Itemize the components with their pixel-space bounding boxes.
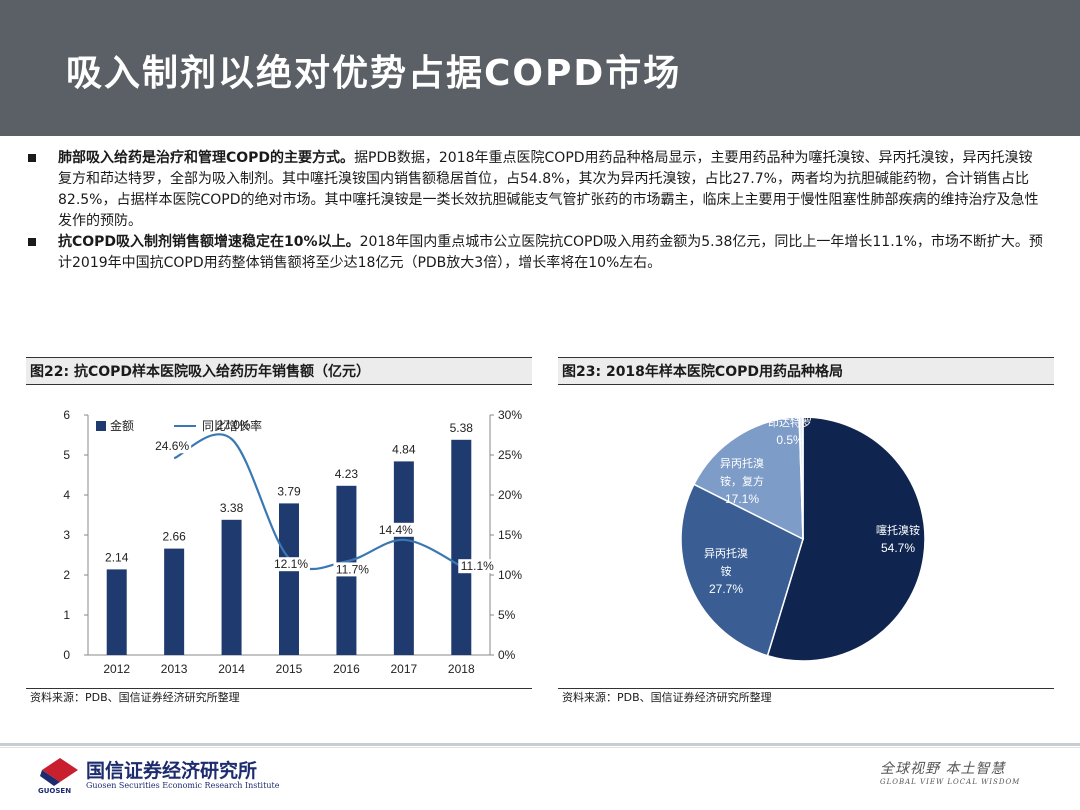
pie-slice-label: 27.7% xyxy=(709,582,743,596)
pie-slice-label: 噻托溴铵 xyxy=(876,523,920,537)
x-tick-label: 2018 xyxy=(448,662,475,676)
x-tick-label: 2014 xyxy=(218,662,245,676)
pie-slice-label: 异丙托溴 xyxy=(720,456,764,470)
left-chart-source: 资料来源：PDB、国信证券经济研究所整理 xyxy=(26,688,532,708)
pie-slice xyxy=(680,483,804,657)
slogan: 全球视野 本土智慧 xyxy=(880,761,1006,777)
x-tick-label: 2013 xyxy=(161,662,188,676)
slide-title: 吸入制剂以绝对优势占据COPD市场 xyxy=(66,53,682,94)
guosen-logo-icon xyxy=(40,758,78,786)
bullet-square-icon xyxy=(28,154,36,162)
pie-slice xyxy=(692,416,804,541)
bar-value-label: 2.14 xyxy=(105,550,129,564)
line-value-label: 14.4% xyxy=(379,523,413,537)
pie-slice-label: 铵，复方 xyxy=(720,474,764,488)
y-tick-label-left: 1 xyxy=(63,608,70,622)
org-name-en: Guosen Securities Economic Research Inst… xyxy=(86,781,280,790)
pie-slice-label: 茚达特罗 xyxy=(768,415,812,429)
pie-slice-label: 54.7% xyxy=(881,541,915,555)
legend-bar-label: 金额 xyxy=(110,418,134,433)
line-label-bg xyxy=(376,522,415,537)
bar-value-label: 2.66 xyxy=(162,530,186,544)
y-tick-label-right: 15% xyxy=(498,528,522,542)
x-tick-label: 2015 xyxy=(276,662,303,676)
slogan-en: GLOBAL VIEW LOCAL WISDOM xyxy=(880,778,1021,786)
bullet-item: 肺部吸入给药是治疗和管理COPD的主要方式。据PDB数据，2018年重点医院CO… xyxy=(28,148,1043,232)
pie-slice xyxy=(798,416,804,540)
footer-divider-thin xyxy=(0,747,1080,748)
y-tick-label-left: 4 xyxy=(63,488,70,502)
legend-line-label: 同比增长率 xyxy=(202,418,262,433)
bullet-lead: 肺部吸入给药是治疗和管理COPD的主要方式。 xyxy=(58,150,355,166)
y-tick-label-right: 0% xyxy=(498,648,516,662)
bar xyxy=(393,461,414,655)
line-value-label: 24.6% xyxy=(155,439,189,453)
y-tick-label-left: 6 xyxy=(63,408,70,422)
left-chart-title: 图22: 抗COPD样本医院吸入给药历年销售额（亿元） xyxy=(26,357,532,385)
bar xyxy=(106,569,127,655)
x-tick-label: 2012 xyxy=(103,662,130,676)
pie-slice xyxy=(766,416,926,662)
y-tick-label-left: 3 xyxy=(63,528,70,542)
y-tick-label-right: 30% xyxy=(498,408,522,422)
bar-value-label: 3.79 xyxy=(277,484,301,498)
slide-header: 吸入制剂以绝对优势占据COPD市场 xyxy=(0,0,1080,136)
line-value-label: 11.1% xyxy=(461,559,494,573)
pie-slice-label: 铵 xyxy=(721,564,732,578)
line-value-label: 27.0% xyxy=(217,418,251,432)
bar xyxy=(451,439,472,655)
line-label-bg xyxy=(333,562,372,577)
x-tick-label: 2017 xyxy=(391,662,418,676)
bullet-item: 抗COPD吸入制剂销售额增速稳定在10%以上。2018年国内重点城市公立医院抗C… xyxy=(28,232,1043,274)
right-chart-title: 图23: 2018年样本医院COPD用药品种格局 xyxy=(558,357,1054,385)
sales-chart: 0 1 2 3 4 5 6 0% 5% 10% 15% 20% 25% 30% 2012 2013 2014 20… xyxy=(63,408,522,676)
y-tick-label-right: 5% xyxy=(498,608,516,622)
y-tick-label-right: 10% xyxy=(498,568,522,582)
logo-text: GUOSEN xyxy=(38,787,72,795)
right-chart-source: 资料来源：PDB、国信证券经济研究所整理 xyxy=(558,688,1054,708)
bullet-list: 肺部吸入给药是治疗和管理COPD的主要方式。据PDB数据，2018年重点医院CO… xyxy=(28,148,1043,274)
bar-value-label: 5.38 xyxy=(450,421,474,435)
line-label-bg xyxy=(153,439,192,454)
pie-slice-label: 异丙托溴 xyxy=(704,546,748,560)
line-value-label: 11.7% xyxy=(336,562,369,576)
bullet-body: 据PDB数据，2018年重点医院COPD用药品种格局显示，主要用药品种为噻托溴铵… xyxy=(58,150,1039,229)
y-tick-label-right: 25% xyxy=(498,448,522,462)
y-tick-label-right: 20% xyxy=(498,488,522,502)
legend-bar-swatch xyxy=(96,421,106,431)
footer-divider xyxy=(0,743,1080,746)
pie-slice-label: 17.1% xyxy=(725,492,759,506)
left-chart-panel: 图22: 抗COPD样本医院吸入给药历年销售额（亿元） 0 1 2 3 4 5 6 0% 5% 1… xyxy=(26,357,532,713)
bar-value-label: 3.38 xyxy=(220,501,244,515)
x-tick-label: 2016 xyxy=(333,662,360,676)
line-value-label: 12.1% xyxy=(274,557,308,571)
bar-value-label: 4.84 xyxy=(392,442,416,456)
line-label-bg xyxy=(214,418,253,432)
y-tick-label-left: 2 xyxy=(63,568,70,582)
bullet-body: 2018年国内重点城市公立医院抗COPD吸入用药金额为5.38亿元，同比上一年增… xyxy=(58,234,1043,271)
line-label-bg xyxy=(272,557,310,572)
bar xyxy=(279,503,299,655)
bar xyxy=(221,519,242,655)
bullet-lead: 抗COPD吸入制剂销售额增速稳定在10%以上。 xyxy=(58,234,360,250)
org-name: 国信证券经济研究所 xyxy=(86,760,258,782)
y-tick-label-left: 0 xyxy=(63,648,70,662)
bar-value-label: 4.23 xyxy=(335,467,359,481)
line-label-bg xyxy=(458,559,497,574)
growth-line xyxy=(173,433,462,571)
bullet-square-icon xyxy=(28,238,36,246)
right-chart-panel: 图23: 2018年样本医院COPD用药品种格局 噻托溴铵 54.7% 异丙托溴铵 2… xyxy=(558,357,1054,713)
pie-slice-label: 0.5% xyxy=(776,433,804,447)
y-tick-label-left: 5 xyxy=(63,448,70,462)
bar xyxy=(164,548,185,655)
